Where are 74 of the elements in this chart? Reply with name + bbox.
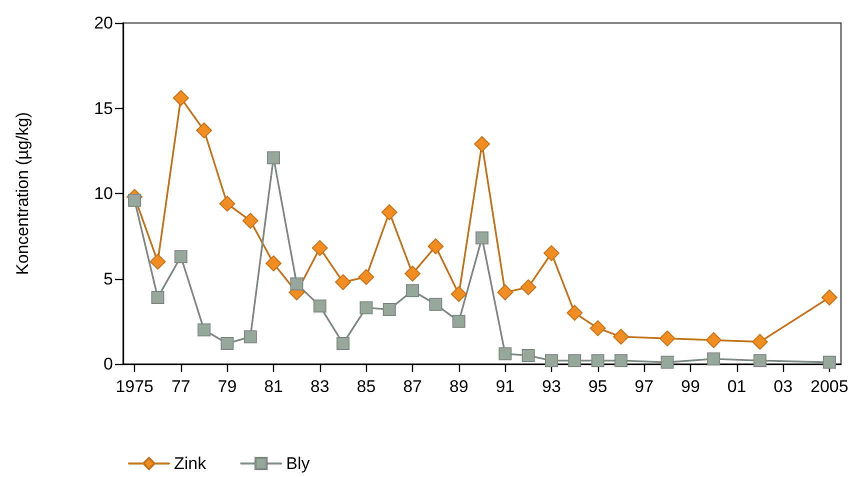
x-tick-label: 81	[264, 377, 284, 396]
point	[312, 240, 328, 256]
point	[382, 302, 396, 316]
x-tick-label: 79	[218, 377, 237, 396]
point	[474, 136, 490, 152]
point	[406, 284, 420, 298]
point	[151, 291, 164, 304]
point	[543, 245, 560, 262]
x-tick-label: 89	[449, 377, 468, 396]
y-tick-label: 15	[94, 98, 113, 118]
point	[707, 352, 720, 366]
x-tick-label: 83	[310, 377, 330, 396]
point	[242, 212, 258, 229]
point	[476, 231, 488, 244]
x-tick-label: 95	[588, 377, 608, 396]
point	[821, 290, 838, 306]
point	[544, 354, 558, 368]
point	[428, 238, 444, 254]
x-tick-label: 97	[634, 377, 654, 396]
point	[660, 356, 674, 369]
y-axis-title: Koncentration (µg/kg)	[13, 112, 32, 275]
point	[497, 284, 514, 300]
point	[452, 314, 466, 328]
x-tick-label: 91	[496, 377, 515, 396]
point	[659, 330, 676, 346]
point	[752, 334, 768, 350]
point	[290, 277, 304, 290]
x-tick-label: 87	[403, 377, 422, 396]
point	[612, 328, 629, 345]
point	[566, 304, 583, 321]
point	[335, 274, 352, 290]
x-tick-label: 85	[356, 377, 376, 396]
point	[128, 194, 142, 207]
x-tick-label: 1975	[116, 377, 154, 396]
point	[172, 90, 189, 106]
point	[336, 337, 350, 350]
point	[706, 332, 722, 348]
y-tick-label: 5	[104, 269, 113, 288]
point	[381, 204, 398, 220]
x-tick-label: 01	[727, 377, 746, 396]
point	[753, 354, 766, 368]
legend-label: Bly	[286, 454, 310, 473]
point	[244, 330, 257, 344]
point	[590, 320, 606, 336]
point	[568, 354, 582, 368]
point	[196, 122, 212, 138]
y-tick-label: 10	[94, 184, 113, 203]
point	[267, 151, 280, 164]
point	[174, 250, 188, 264]
point	[591, 354, 604, 368]
y-tick-label: 0	[104, 354, 113, 374]
x-tick-label: 93	[542, 377, 561, 396]
point	[498, 347, 512, 360]
point	[450, 286, 467, 302]
point	[522, 348, 535, 362]
legend-label: Zink	[174, 454, 207, 473]
point	[198, 323, 211, 336]
x-tick-label: 03	[774, 377, 793, 396]
point	[822, 356, 836, 369]
y-tick-label: 20	[94, 14, 113, 32]
point	[614, 354, 628, 368]
point	[219, 196, 236, 212]
point	[520, 279, 536, 296]
x-tick-label: 77	[171, 377, 190, 396]
point	[360, 301, 373, 314]
point	[404, 266, 421, 282]
x-tick-label: 99	[680, 377, 700, 396]
point	[220, 337, 234, 350]
point	[358, 269, 374, 286]
point	[313, 300, 326, 313]
point	[266, 255, 282, 272]
x-tick-label: 2005	[810, 377, 848, 396]
point	[429, 298, 442, 311]
point	[150, 254, 166, 270]
